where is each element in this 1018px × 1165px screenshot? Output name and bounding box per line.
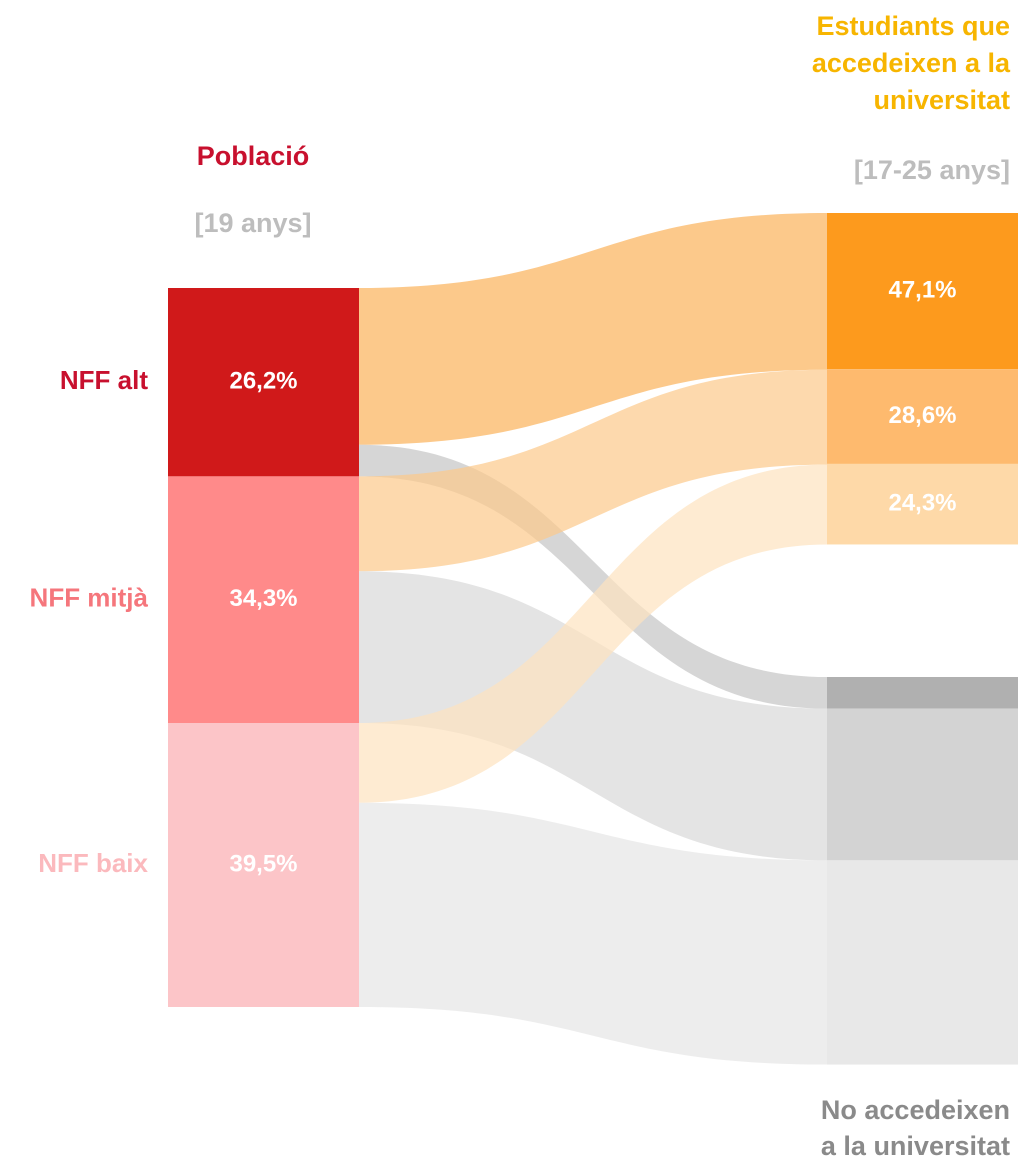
target-value-label: 28,6%: [888, 402, 956, 429]
target-title: a la universitat: [821, 1131, 1010, 1161]
flow: [359, 464, 827, 803]
source-node: [168, 476, 359, 723]
target-title: accedeixen a la: [812, 48, 1011, 78]
source-subtitle: [19 anys]: [194, 208, 311, 238]
target-subtitle: [17-25 anys]: [854, 155, 1010, 185]
target-value-label: 24,3%: [888, 490, 956, 517]
target-node: [827, 213, 1018, 370]
nodes: [168, 213, 1018, 1065]
flow: [359, 444, 827, 709]
target-node: [827, 677, 1018, 709]
flow: [359, 802, 827, 1065]
target-node: [827, 463, 1018, 545]
flow: [359, 369, 827, 572]
target-value-label: 47,1%: [888, 276, 956, 303]
node-label: NFF alt: [60, 365, 148, 395]
source-node: [168, 722, 359, 1007]
node-value-label: 26,2%: [229, 368, 297, 395]
node-label: NFF mitjà: [30, 583, 149, 613]
target-title: Estudiants que: [816, 11, 1010, 41]
node-value-label: 39,5%: [229, 850, 297, 877]
node-value-label: 34,3%: [229, 585, 297, 612]
target-node: [827, 860, 1018, 1065]
target-title: No accedeixen: [821, 1095, 1010, 1125]
source-node: [168, 288, 359, 477]
target-title: universitat: [873, 85, 1010, 115]
flow: [359, 213, 827, 445]
flow: [359, 571, 827, 861]
links: [359, 213, 827, 1065]
target-node: [827, 708, 1018, 861]
source-title: Població: [197, 141, 310, 171]
target-node: [827, 369, 1018, 464]
node-label: NFF baix: [38, 848, 148, 878]
